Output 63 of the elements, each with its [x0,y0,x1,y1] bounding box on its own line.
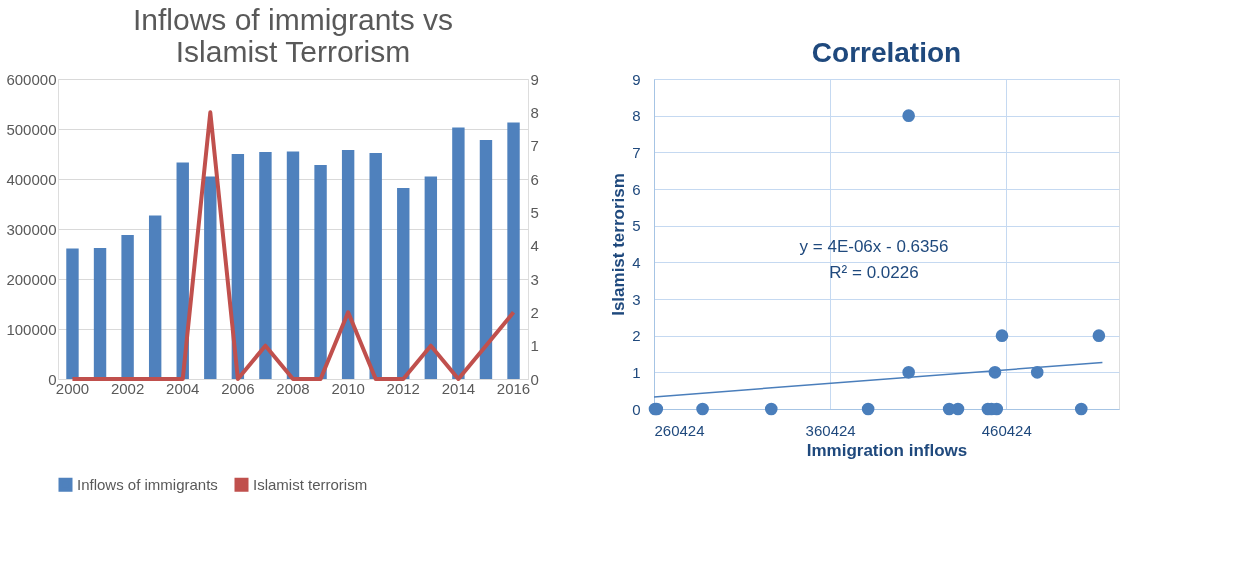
y2-tick-label: 2 [530,303,539,321]
x-tick-label: 2012 [386,379,420,397]
y-tick-label: 3 [632,290,641,308]
y2-tick-label: 0 [530,370,539,388]
y-tick-label: 1 [632,363,641,381]
y-tick-label: 0 [48,370,57,388]
x-tick-label: 2008 [276,379,310,397]
bar [121,235,134,379]
y2-tick-label: 6 [530,170,539,188]
bar [424,176,438,379]
y-tick-label: 4 [632,253,641,271]
legend-label: Islamist terrorism [253,475,368,493]
y2-tick-label: 7 [530,137,539,155]
x-tick-label: 360424 [805,421,856,439]
bar [314,165,327,379]
chart-title: Correlation [811,37,962,68]
chart-title: Inflows of immigrants vs Islamist Terrorism [132,3,454,68]
bar [259,152,272,379]
annotation: R² = 0.0226 [829,263,919,282]
y-tick-label: 9 [632,70,641,88]
y-tick-label: 2 [632,327,641,345]
y-tick-label: 200000 [6,270,57,288]
x-tick-label: 2006 [221,379,255,397]
bar [341,150,355,379]
y2-tick-label: 3 [530,270,539,288]
y-tick-label: 400000 [6,170,57,188]
x-tick-label: 2000 [55,379,90,397]
x-tick-label: 2014 [441,379,476,397]
bar [397,188,410,379]
y2-tick-label: 1 [530,337,539,355]
y-tick-label: 600000 [6,70,57,88]
y2-tick-label: 4 [530,237,539,255]
y2-tick-label: 9 [530,70,539,88]
y2-tick-label: 5 [530,203,539,221]
bar [93,248,107,379]
bar [66,248,79,379]
legend-label: Inflows of immigrants [77,475,218,493]
y-axis-title: Islamist terrorism [609,173,629,316]
y-tick-label: 0 [632,400,641,418]
line-series [70,110,516,381]
x-tick-label: 2002 [110,379,145,397]
bar [204,176,217,379]
x-tick-label: 2016 [496,379,531,397]
y-tick-label: 7 [632,143,641,161]
bar [369,153,382,379]
annotation: y = 4E-06x - 0.6356 [799,237,949,256]
y-tick-label: 300000 [6,220,57,238]
bar [148,215,162,379]
x-axis-title: Immigration inflows [806,440,968,460]
y-tick-label: 5 [632,217,641,235]
y-tick-label: 6 [632,180,641,198]
x-tick-label: 2004 [166,379,200,397]
y2-tick-label: 8 [530,103,539,121]
x-tick-label: 260424 [654,421,705,439]
bar [507,122,520,379]
x-tick-label: 2010 [331,379,365,397]
y-tick-label: 500000 [6,120,57,138]
y-tick-label: 8 [632,107,641,125]
y-tick-label: 100000 [6,320,57,338]
bar [479,140,493,379]
bar [452,127,465,379]
bar [286,151,300,379]
x-tick-label: 460424 [981,421,1032,439]
